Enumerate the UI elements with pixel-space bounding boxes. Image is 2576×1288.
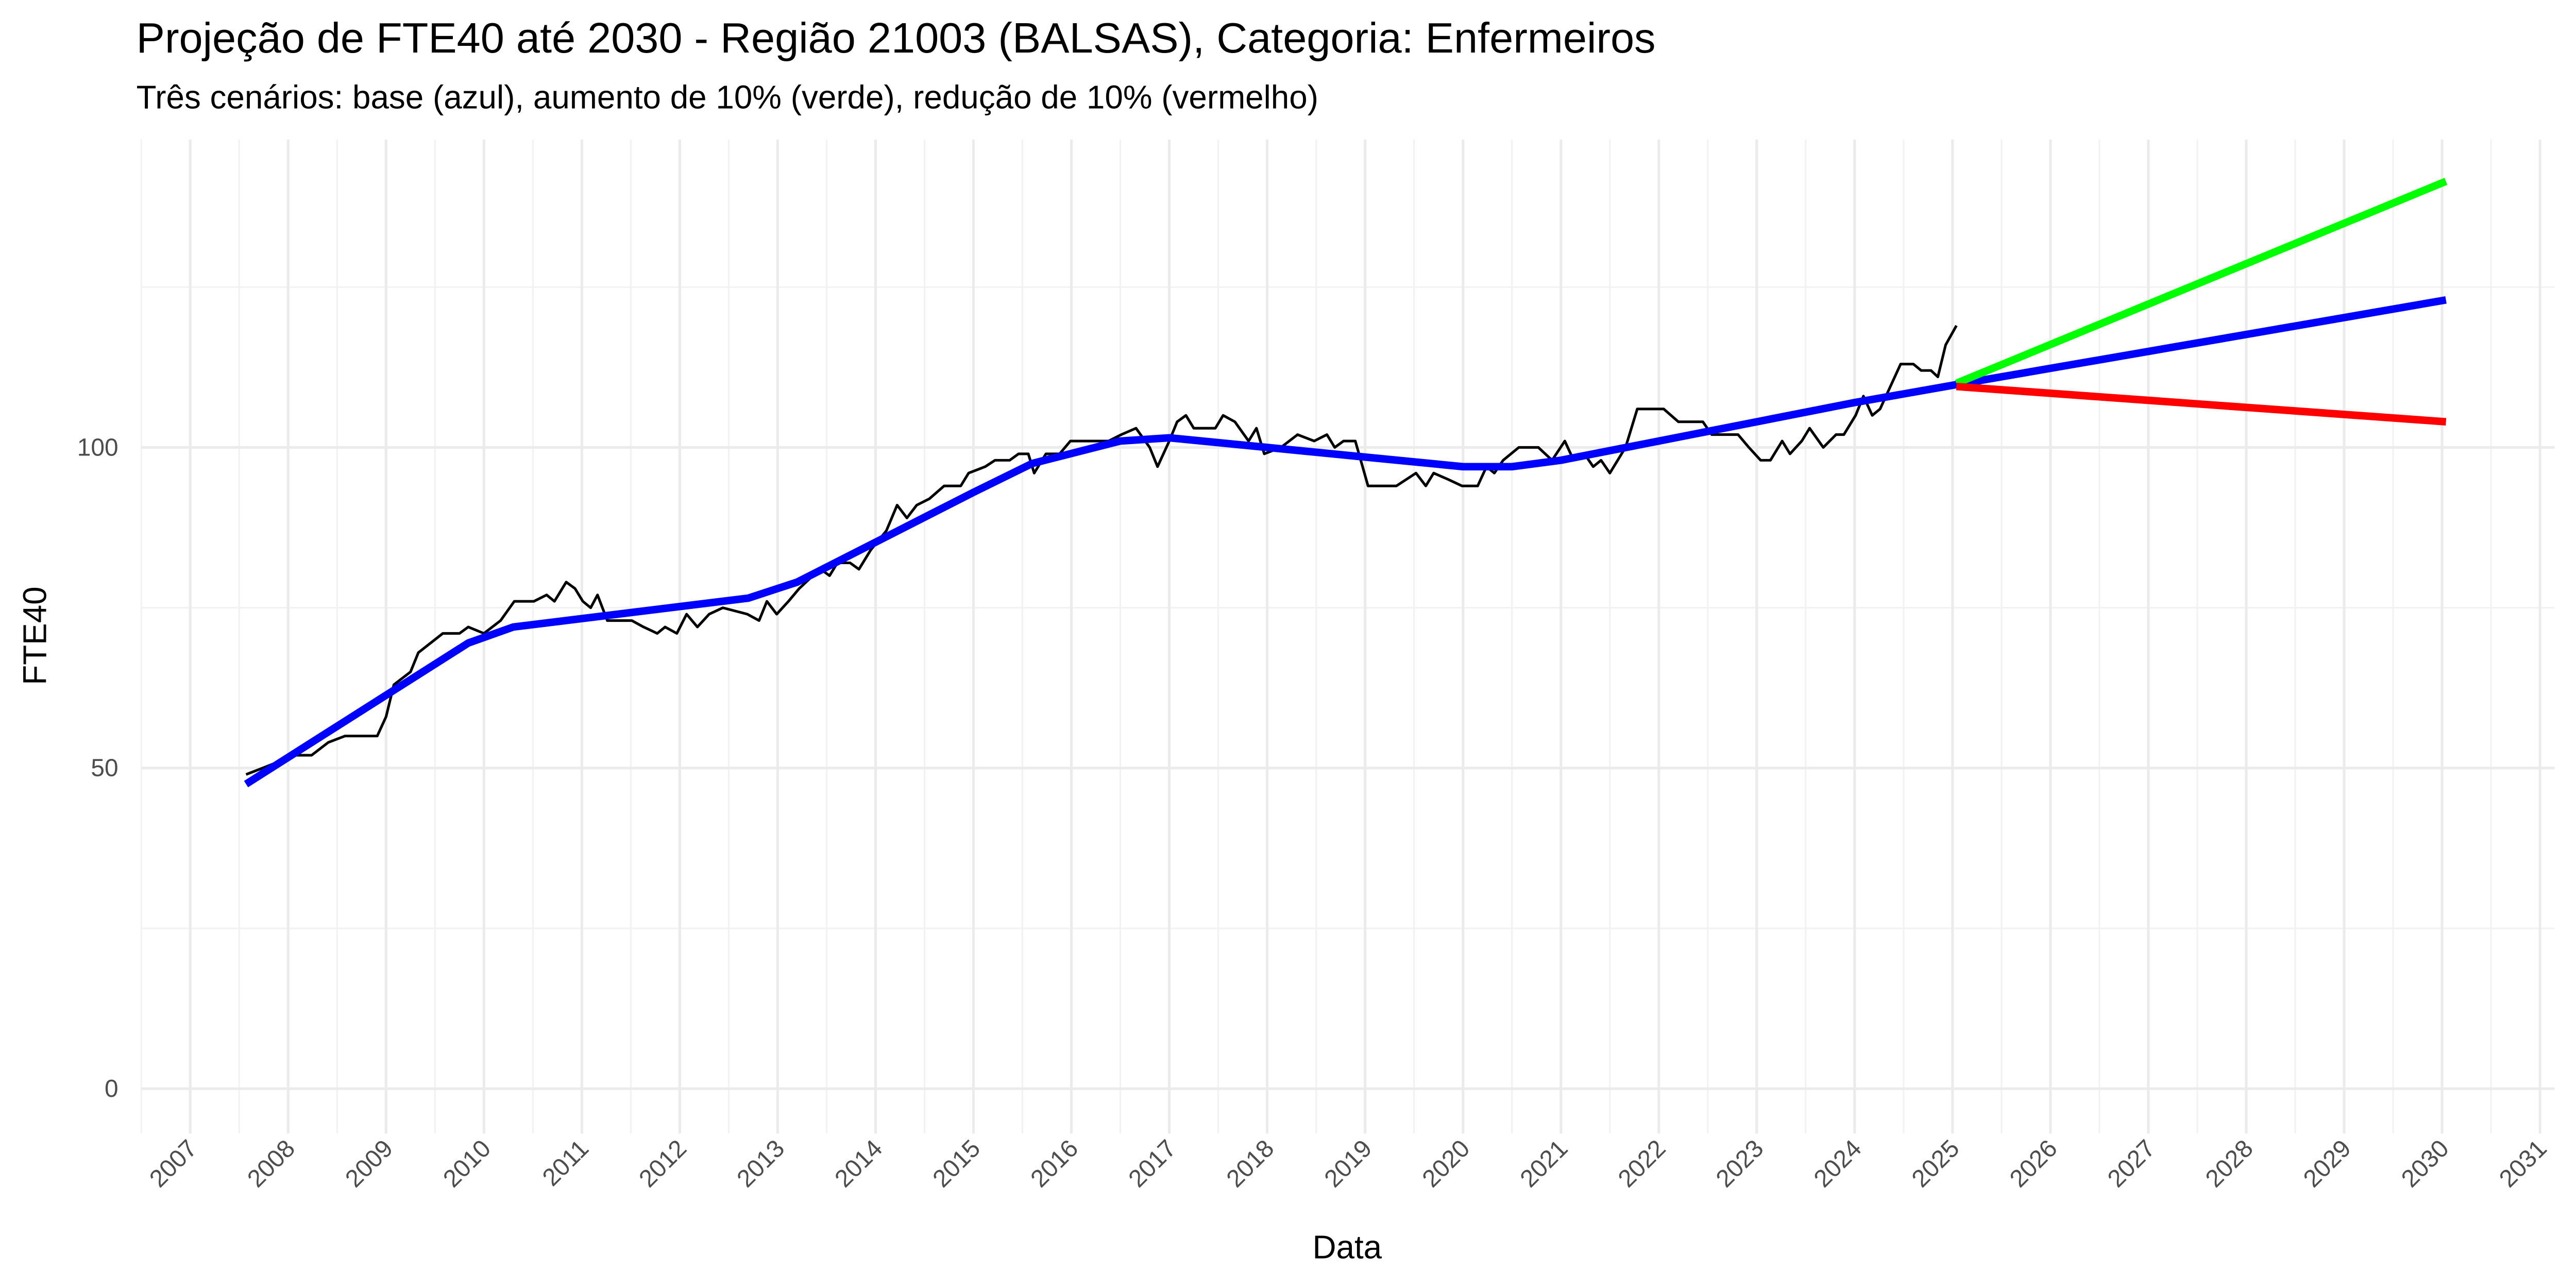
data-line (1955, 178, 2448, 387)
x-tick-label: 2019 (1319, 1134, 1378, 1193)
data-line (245, 325, 1958, 776)
x-tick-label: 2017 (1124, 1134, 1182, 1193)
x-tick-label: 2024 (1809, 1134, 1867, 1193)
y-axis-label: FTE40 (16, 586, 53, 685)
chart-subtitle: Três cenários: base (azul), aumento de 1… (137, 78, 1318, 115)
chart-title: Projeção de FTE40 até 2030 - Região 2100… (137, 14, 1656, 62)
data-line (244, 296, 2447, 788)
x-tick-label: 2009 (340, 1134, 398, 1193)
x-tick-label: 2026 (2005, 1134, 2063, 1193)
x-tick-label: 2021 (1515, 1134, 1573, 1193)
y-tick-label: 50 (91, 755, 118, 782)
x-tick-label: 2010 (438, 1134, 496, 1193)
x-axis-label: Data (1312, 1229, 1382, 1266)
x-tick-label: 2007 (144, 1134, 202, 1193)
x-tick-label: 2020 (1417, 1134, 1476, 1193)
x-tick-label: 2028 (2200, 1134, 2259, 1193)
y-tick-label: 0 (105, 1075, 118, 1103)
x-tick-label: 2025 (1907, 1134, 1965, 1193)
x-tick-label: 2029 (2298, 1134, 2357, 1193)
x-tick-label: 2015 (928, 1134, 986, 1193)
x-tick-label: 2012 (634, 1134, 692, 1193)
x-tick-label: 2011 (537, 1134, 594, 1191)
x-tick-label: 2022 (1613, 1134, 1671, 1193)
x-tick-label: 2030 (2396, 1134, 2454, 1193)
x-tick-label: 2016 (1026, 1134, 1084, 1193)
x-tick-label: 2031 (2494, 1134, 2552, 1193)
y-tick-label: 100 (77, 434, 118, 461)
x-tick-label: 2018 (1222, 1134, 1280, 1193)
x-tick-label: 2023 (1711, 1134, 1769, 1193)
x-tick-label: 2014 (829, 1134, 888, 1193)
x-tick-label: 2013 (732, 1134, 790, 1193)
x-tick-label: 2027 (2103, 1134, 2161, 1193)
data-line (1956, 382, 2447, 426)
x-tick-label: 2008 (242, 1134, 300, 1193)
